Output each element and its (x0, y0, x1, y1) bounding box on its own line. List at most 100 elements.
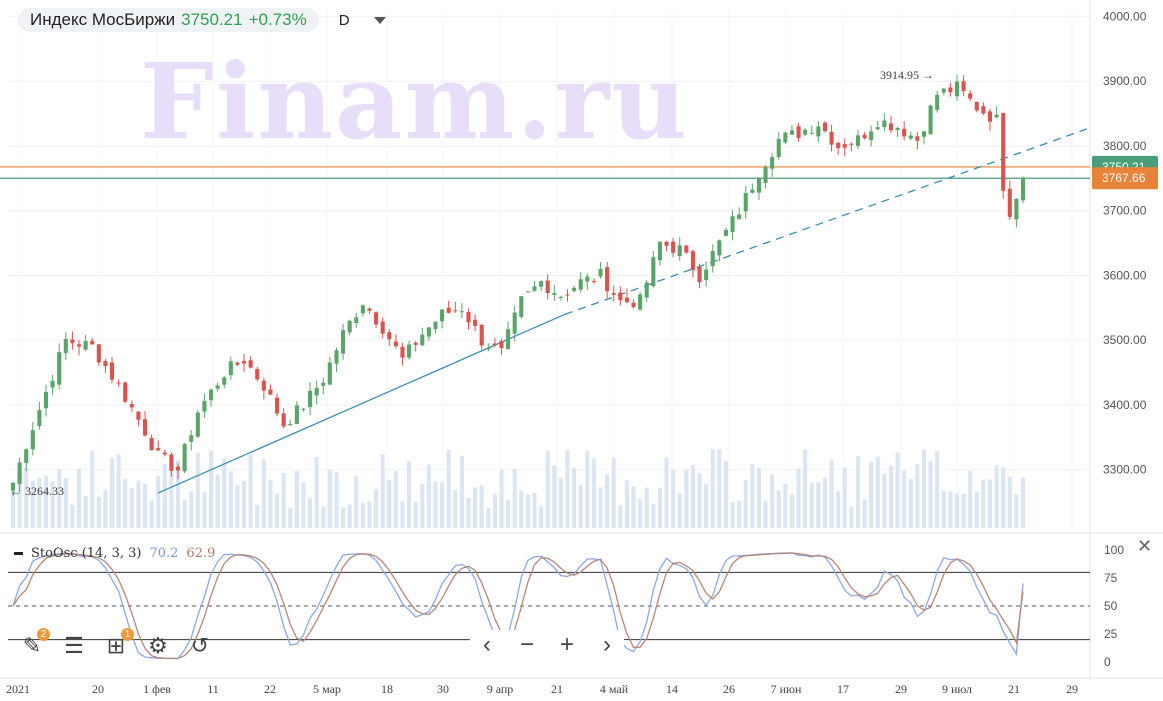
candle-body (407, 344, 412, 358)
candle-body (301, 408, 306, 410)
candle (816, 121, 821, 143)
candle (961, 75, 966, 97)
volume-bar (393, 471, 398, 528)
candle (393, 334, 398, 349)
close-icon[interactable]: ✕ (1137, 536, 1153, 556)
candle (684, 244, 689, 254)
candle (598, 262, 603, 279)
volume-bar (50, 481, 55, 528)
volume-bar (591, 458, 596, 528)
candle-body (803, 129, 808, 135)
volume-bar (208, 450, 214, 528)
volume-bar (525, 494, 530, 528)
volume-bar (1001, 467, 1006, 528)
candle (76, 340, 82, 356)
date-tick-label: 1 фев (143, 682, 171, 696)
volume-bar (182, 499, 187, 528)
volume-bar (308, 497, 313, 528)
candle (558, 295, 563, 301)
volume-bar (928, 460, 933, 528)
collapse-icon[interactable] (14, 552, 23, 555)
candle (308, 382, 313, 416)
price-axis: 4000.00 3900.00 3800.00 3700.00 3600.00 3500.… (1092, 9, 1158, 477)
candle (677, 237, 682, 261)
volume-bar (743, 479, 748, 528)
candle-body (921, 131, 927, 137)
candle-body (605, 267, 610, 292)
candle (268, 384, 273, 396)
candle-body (816, 126, 821, 137)
sliders-icon: ⚙ (148, 633, 168, 658)
volume-bar (651, 503, 656, 528)
pencil-icon: ✎ (22, 633, 42, 658)
candle-body (149, 437, 154, 451)
volume-bar (255, 504, 260, 528)
candle (43, 384, 49, 417)
draw-tool-button[interactable]: ✎ 2 (18, 628, 50, 660)
reset-button[interactable]: ↺ (186, 632, 214, 660)
candle (651, 250, 656, 288)
price-tick-label: 3300.00 (1103, 463, 1147, 477)
candle-body (532, 286, 537, 291)
volume-bar (697, 473, 702, 528)
candle (770, 153, 775, 177)
settings-button[interactable]: ⚙ (144, 632, 172, 660)
candle-body (17, 462, 22, 484)
candle-body (413, 342, 418, 345)
chevron-down-icon[interactable] (373, 16, 386, 24)
candle-body (902, 128, 907, 137)
candle (921, 131, 927, 145)
date-tick-label: 21 (551, 682, 563, 696)
scroll-left-button[interactable]: ‹ (483, 631, 491, 658)
candle (261, 377, 266, 400)
candle (855, 130, 861, 150)
low-annotation: ← 3264.33 (10, 484, 64, 498)
candle (162, 449, 167, 457)
add-indicator-button[interactable]: ⊞ 1 (102, 628, 134, 660)
candle-body (598, 268, 603, 277)
candle-body (321, 382, 326, 386)
volume-bar (512, 468, 517, 528)
zoom-out-button[interactable]: − (519, 631, 534, 658)
candle-body (941, 88, 946, 93)
interval-selector[interactable]: D (338, 11, 350, 29)
draw-count-badge: 2 (37, 628, 50, 641)
candle (585, 273, 590, 290)
volume-bar (202, 491, 207, 528)
volume-bar (902, 470, 907, 528)
candle-body (796, 126, 801, 139)
date-tick-label: 29 (1066, 682, 1078, 696)
scroll-right-button[interactable]: › (603, 631, 611, 658)
volume-bar (677, 493, 682, 528)
layers-button[interactable]: ☰ (60, 632, 88, 660)
volume-bar (400, 501, 405, 528)
price-lines: 3914.95 → ← 3264.33 (0, 68, 1091, 498)
candle (57, 343, 62, 390)
candle-body (400, 346, 405, 358)
candle-body (123, 382, 128, 402)
candle (545, 274, 550, 300)
volume-bar (1014, 494, 1019, 528)
candle (109, 357, 115, 384)
chart-header: Индекс МосБиржи 3750.21 +0.73% D (18, 8, 386, 32)
volume-bar (387, 480, 392, 528)
candle-body (624, 297, 629, 303)
candle-body (433, 321, 438, 329)
candle-body (730, 216, 735, 233)
volume-bar (796, 468, 801, 528)
symbol-pill[interactable]: Индекс МосБиржи 3750.21 +0.73% (18, 8, 319, 32)
volume-bar (43, 475, 49, 528)
candle-body (908, 135, 913, 139)
candle (875, 120, 880, 131)
volume-bar (572, 467, 577, 528)
zoom-in-button[interactable]: + (559, 631, 574, 658)
volume-bar (690, 465, 695, 528)
candle (486, 343, 491, 352)
volume-bar (710, 449, 715, 528)
volume-bar (17, 476, 22, 528)
candle (968, 90, 973, 101)
candle-body (169, 454, 174, 471)
candle (611, 285, 616, 302)
candle (908, 131, 913, 141)
